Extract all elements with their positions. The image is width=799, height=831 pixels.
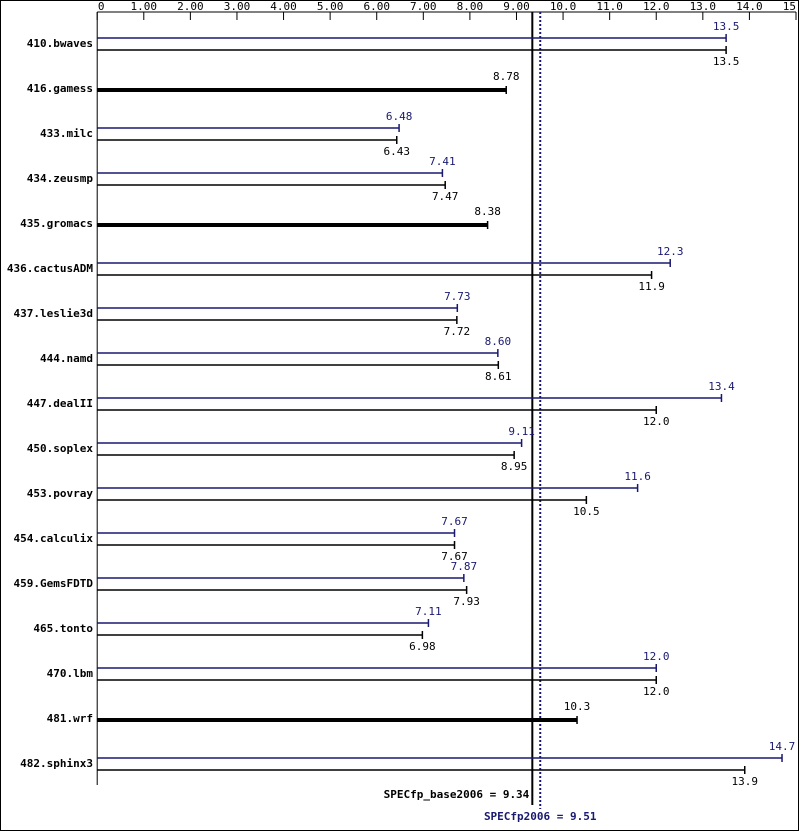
- category-label: 454.calculix: [14, 532, 94, 545]
- category-label: 481.wrf: [47, 712, 93, 725]
- bar: [97, 34, 727, 42]
- bar: [97, 574, 465, 582]
- value-label: 9.11: [508, 425, 535, 438]
- bar: [97, 716, 578, 724]
- bar: [97, 631, 424, 639]
- x-tick-label: 3.00: [224, 0, 251, 13]
- category-label: 435.gromacs: [20, 217, 93, 230]
- bar: [97, 136, 398, 144]
- bar: [97, 529, 456, 537]
- category-label: 434.zeusmp: [27, 172, 94, 185]
- value-label: 11.9: [638, 280, 665, 293]
- value-label: 14.7: [769, 740, 796, 753]
- bar: [97, 124, 400, 132]
- value-label: 12.0: [643, 415, 670, 428]
- value-label: 8.61: [485, 370, 512, 383]
- x-tick-label: 7.00: [410, 0, 437, 13]
- x-tick-label: 8.00: [457, 0, 484, 13]
- x-tick-label: 13.0: [690, 0, 717, 13]
- bar: [97, 496, 588, 504]
- bar: [97, 619, 430, 627]
- value-label: 11.6: [624, 470, 651, 483]
- value-label: 12.0: [643, 650, 670, 663]
- value-label: 7.41: [429, 155, 456, 168]
- bar: [97, 439, 523, 447]
- x-tick-label: 15.0: [783, 0, 799, 13]
- value-label: 12.0: [643, 685, 670, 698]
- bar: [97, 586, 468, 594]
- value-label: 13.4: [708, 380, 735, 393]
- x-tick-label: 11.0: [596, 0, 623, 13]
- x-tick-label: 12.0: [643, 0, 670, 13]
- category-label: 437.leslie3d: [14, 307, 93, 320]
- category-label: 447.dealII: [27, 397, 93, 410]
- category-label: 433.milc: [40, 127, 93, 140]
- category-label: 453.povray: [27, 487, 94, 500]
- x-tick-label: 0: [98, 0, 105, 13]
- category-label: 459.GemsFDTD: [14, 577, 94, 590]
- bar: [97, 451, 515, 459]
- value-label: 7.47: [432, 190, 459, 203]
- value-label: 7.72: [444, 325, 471, 338]
- value-label: 12.3: [657, 245, 684, 258]
- value-label: 7.73: [444, 290, 471, 303]
- value-label: 6.43: [384, 145, 411, 158]
- x-tick-label: 14.0: [736, 0, 763, 13]
- bar: [97, 316, 458, 324]
- value-label: 6.48: [386, 110, 413, 123]
- bar: [97, 181, 446, 189]
- category-label: 450.soplex: [27, 442, 94, 455]
- value-label: 13.9: [732, 775, 759, 788]
- value-label: 6.98: [409, 640, 436, 653]
- bar: [97, 86, 507, 94]
- bar: [97, 271, 653, 279]
- value-label: 7.67: [441, 550, 468, 563]
- reference-label: SPECfp2006 = 9.51: [484, 810, 597, 823]
- bar: [97, 304, 459, 312]
- value-label: 8.78: [493, 70, 520, 83]
- bar: [97, 221, 489, 229]
- bar: [97, 169, 444, 177]
- value-label: 7.93: [453, 595, 480, 608]
- category-label: 470.lbm: [47, 667, 94, 680]
- value-label: 8.38: [474, 205, 501, 218]
- value-label: 8.95: [501, 460, 528, 473]
- bar: [97, 361, 500, 369]
- x-tick-label: 1.00: [131, 0, 158, 13]
- value-label: 13.5: [713, 20, 740, 33]
- x-tick-label: 4.00: [270, 0, 297, 13]
- bar: [97, 394, 723, 402]
- value-label: 7.11: [415, 605, 442, 618]
- reference-label: SPECfp_base2006 = 9.34: [384, 788, 530, 801]
- value-label: 8.60: [485, 335, 512, 348]
- category-label: 465.tonto: [33, 622, 93, 635]
- bar: [97, 766, 746, 774]
- x-tick-label: 2.00: [177, 0, 204, 13]
- x-tick-label: 6.00: [363, 0, 390, 13]
- category-label: 444.namd: [40, 352, 93, 365]
- value-label: 7.67: [441, 515, 468, 528]
- bar: [97, 676, 657, 684]
- bar: [97, 349, 499, 357]
- category-label: 410.bwaves: [27, 37, 93, 50]
- bar: [97, 754, 783, 762]
- bar: [97, 484, 639, 492]
- bar: [97, 541, 456, 549]
- value-label: 13.5: [713, 55, 740, 68]
- value-label: 7.87: [451, 560, 478, 573]
- bar: [97, 664, 657, 672]
- x-tick-label: 5.00: [317, 0, 344, 13]
- category-label: 416.gamess: [27, 82, 93, 95]
- bar: [97, 406, 657, 414]
- category-label: 436.cactusADM: [7, 262, 93, 275]
- x-tick-label: 10.0: [550, 0, 577, 13]
- category-label: 482.sphinx3: [20, 757, 93, 770]
- bar: [97, 46, 727, 54]
- bar: [97, 259, 671, 267]
- value-label: 10.5: [573, 505, 600, 518]
- x-tick-label: 9.00: [503, 0, 530, 13]
- value-label: 10.3: [564, 700, 591, 713]
